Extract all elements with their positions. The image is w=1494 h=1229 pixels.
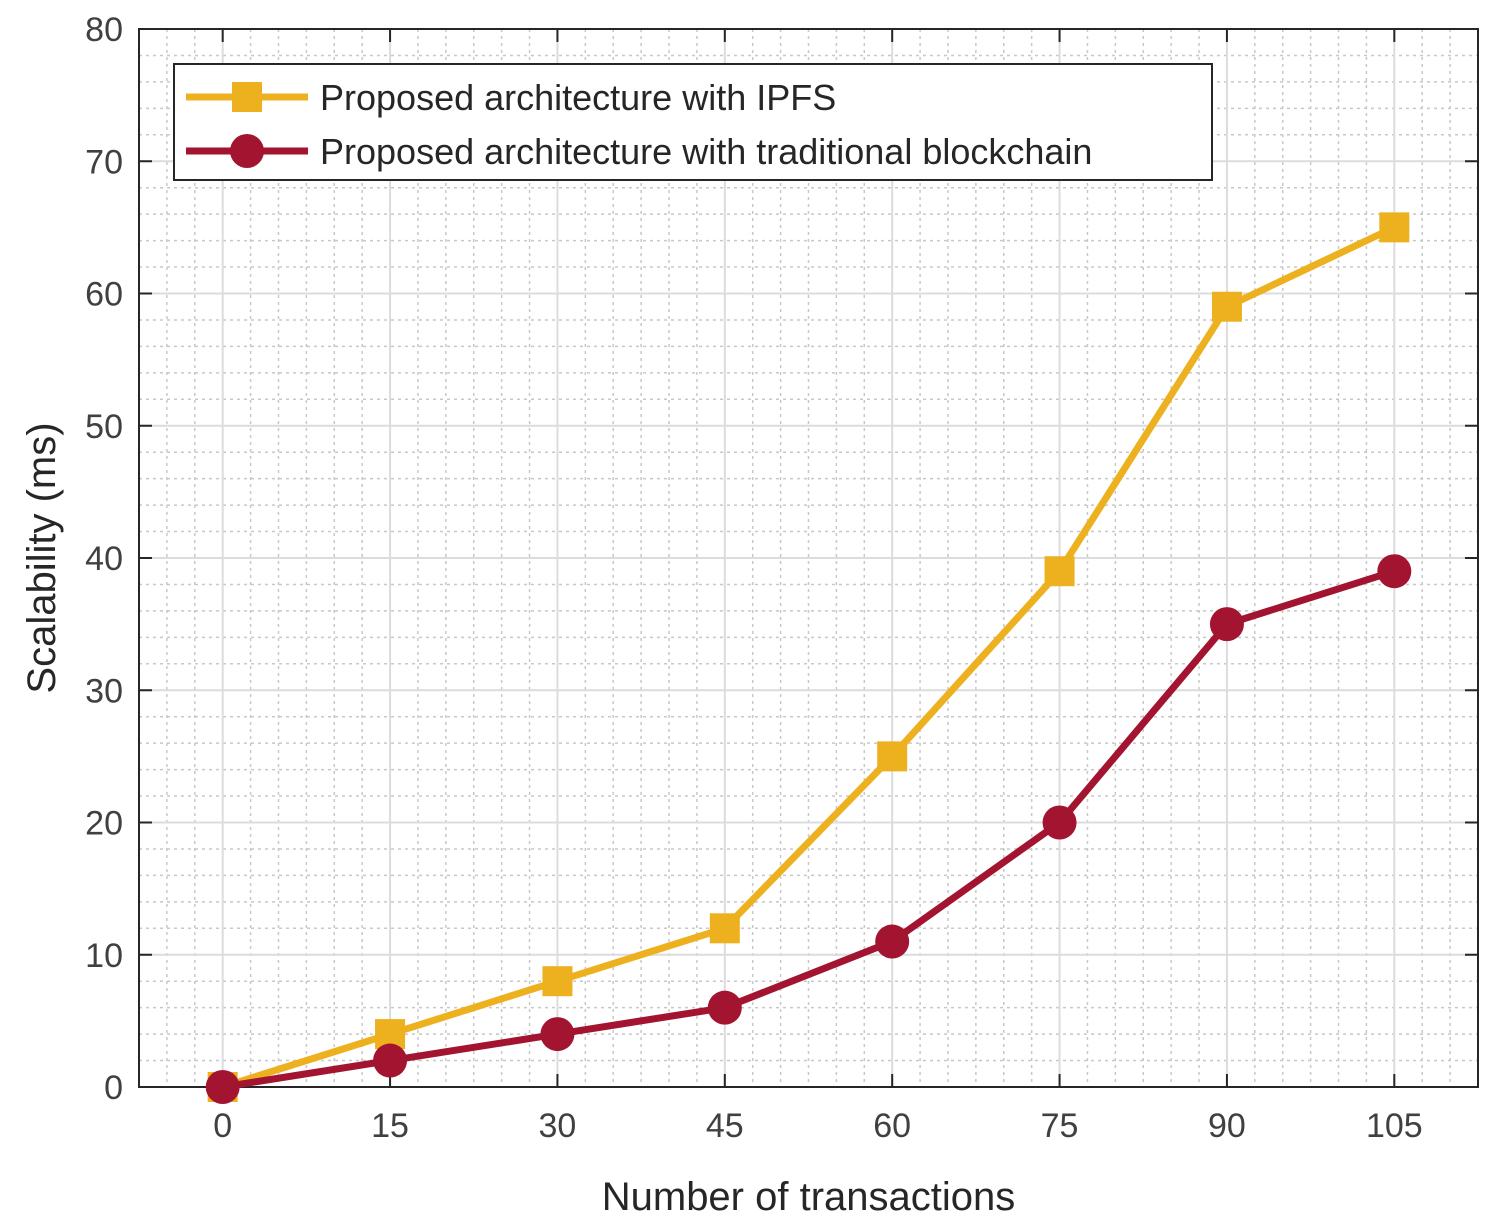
y-axis-label: Scalability (ms) — [20, 422, 64, 693]
y-tick-label: 10 — [85, 937, 123, 975]
x-tick-label: 105 — [1366, 1107, 1423, 1145]
data-point-square — [542, 966, 573, 997]
x-axis-label: Number of transactions — [602, 1175, 1016, 1219]
x-tick-label: 15 — [371, 1107, 409, 1145]
data-point-circle — [707, 990, 742, 1025]
x-tick-label: 75 — [1041, 1107, 1079, 1145]
x-tick-label: 60 — [873, 1107, 911, 1145]
legend-marker-circle — [230, 134, 264, 168]
data-point-square — [709, 913, 740, 944]
series-line-ipfs — [221, 224, 1396, 1091]
y-tick-label: 40 — [85, 540, 123, 578]
data-point-circle — [1209, 607, 1244, 642]
y-tick-label: 20 — [85, 805, 123, 843]
data-point-square — [1044, 556, 1075, 587]
legend: Proposed architecture with IPFS Proposed… — [173, 63, 1213, 181]
legend-label-blockchain: Proposed architecture with traditional b… — [320, 131, 1092, 172]
series-layer — [205, 212, 1412, 1104]
x-tick-labels: 0 15 30 45 60 75 90 105 — [213, 1107, 1422, 1145]
y-tick-label: 0 — [104, 1069, 123, 1107]
x-tick-label: 30 — [539, 1107, 577, 1145]
data-point-circle — [1042, 805, 1077, 840]
data-point-square — [1211, 291, 1242, 322]
y-tick-labels: 0 10 20 30 40 50 60 70 80 — [85, 11, 123, 1107]
data-point-square — [877, 741, 908, 772]
minor-grid — [139, 29, 1478, 1087]
y-tick-label: 60 — [85, 276, 123, 314]
x-tick-label: 90 — [1208, 1107, 1246, 1145]
data-point-circle — [1377, 554, 1412, 589]
data-point-circle — [875, 924, 910, 959]
data-point-circle — [540, 1017, 575, 1052]
legend-label-ipfs: Proposed architecture with IPFS — [320, 77, 836, 118]
y-tick-label: 30 — [85, 672, 123, 710]
y-tick-label: 50 — [85, 408, 123, 446]
y-tick-label: 70 — [85, 143, 123, 181]
x-tick-label: 45 — [706, 1107, 744, 1145]
legend-marker-square — [232, 82, 262, 112]
data-point-circle — [373, 1043, 408, 1078]
legend-box — [173, 63, 1213, 181]
series-line-blockchain — [222, 567, 1396, 1091]
y-tick-label: 80 — [85, 11, 123, 49]
x-tick-label: 0 — [213, 1107, 232, 1145]
data-point-circle — [205, 1070, 240, 1104]
data-point-square — [1379, 212, 1410, 243]
